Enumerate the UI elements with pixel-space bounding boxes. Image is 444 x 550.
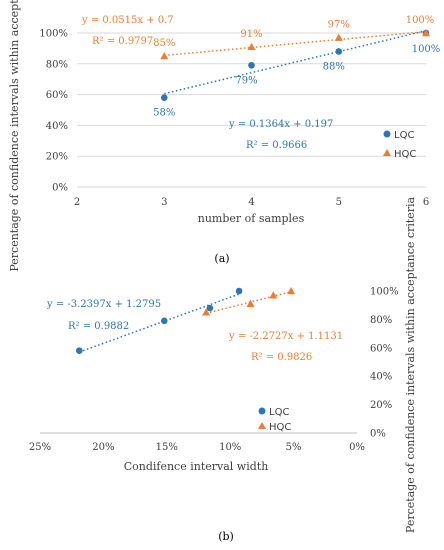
chart-b-hqc-equation: y = -2.2727x + 1.1131 (228, 331, 343, 342)
chart-a-hqc-data-label: 91% (240, 29, 262, 40)
chart-b-legend-hqc-marker (258, 422, 266, 429)
chart-b-x-axis-label: Condifence interval width (124, 460, 269, 473)
chart-b-y-tick-label: 0% (370, 429, 386, 440)
chart-a-lqc-data-label: 88% (323, 61, 345, 72)
chart-a-data-labels: 58% 79% 88% 100% 85% 91% 97% 100% (153, 15, 440, 119)
chart-a-hqc-point (334, 33, 343, 41)
chart-b-hqc-trendline (205, 290, 292, 315)
chart-b-lqc-trendline (79, 293, 240, 353)
chart-a-legend-lqc-marker (383, 130, 391, 138)
chart-a-lqc-data-label: 79% (235, 75, 257, 86)
chart-b-lqc-point (206, 304, 214, 312)
chart-b-y-tick-label: 40% (370, 372, 392, 383)
chart-b-hqc-point (202, 308, 211, 316)
chart-a-trendlines (164, 29, 427, 95)
chart-a: 0% 20% 40% 60% 80% 100% 2 3 4 5 6 58% 79% 88% 100% 85… (8, 0, 440, 272)
chart-a-lqc-trendline (164, 29, 427, 95)
chart-b-x-tick-label: 15% (156, 442, 178, 453)
chart-a-hqc-trendline (164, 30, 427, 57)
chart-a-hqc-data-label: 97% (328, 20, 350, 31)
chart-a-y-tick-label: 100% (39, 29, 68, 40)
chart-a-legend-lqc-label: LQC (394, 130, 414, 141)
chart-b-x-tick-label: 0% (349, 442, 365, 453)
chart-b-x-tick-label: 25% (29, 442, 51, 453)
chart-a-y-tick-label: 20% (46, 152, 68, 163)
chart-b-legend-lqc-label: LQC (269, 407, 289, 418)
chart-a-hqc-data-label: 100% (406, 15, 435, 26)
chart-a-lqc-point (335, 48, 343, 55)
chart-a-y-tick-label: 80% (46, 59, 68, 70)
chart-a-x-ticks: 2 3 4 5 6 (74, 197, 429, 208)
chart-b-x-ticks: 25% 20% 15% 10% 5% 0% (29, 442, 365, 453)
chart-b-y-tick-label: 60% (370, 343, 392, 354)
chart-b-hqc-point (269, 291, 278, 299)
chart-a-y-ticks: 0% 20% 40% 60% 80% 100% (39, 29, 68, 194)
chart-a-x-tick-label: 2 (74, 197, 80, 208)
chart-b: 0% 20% 40% 60% 80% 100% 25% 20% 15% 10% 5% 0% Cond… (29, 196, 417, 543)
chart-a-lqc-point (248, 62, 255, 69)
chart-b-y-tick-label: 20% (370, 400, 392, 411)
chart-a-legend-hqc-marker (383, 149, 391, 156)
chart-a-lqc-data-label: 100% (412, 44, 441, 55)
chart-a-x-tick-label: 5 (336, 197, 342, 208)
chart-a-y-axis-label: Percentage of confidence intervals withi… (8, 0, 21, 272)
chart-a-gridlines (77, 32, 426, 188)
chart-b-y-tick-label: 100% (370, 287, 399, 298)
chart-b-x-tick-label: 10% (219, 442, 241, 453)
chart-b-lqc-r2: R² = 0.9882 (68, 321, 129, 332)
chart-b-x-tick-label: 5% (286, 442, 302, 453)
chart-a-points (160, 29, 430, 101)
chart-b-points (76, 287, 296, 354)
chart-a-hqc-point (422, 29, 430, 37)
chart-a-caption: (a) (214, 252, 229, 265)
chart-a-lqc-r2: R² = 0.9666 (246, 140, 307, 151)
chart-a-lqc-equation: y = 0.1364x + 0.197 (228, 119, 333, 130)
chart-b-x-tick-label: 20% (92, 442, 114, 453)
chart-b-hqc-point (246, 299, 255, 307)
chart-a-y-tick-label: 40% (46, 121, 68, 132)
chart-a-y-tick-label: 0% (52, 183, 68, 194)
chart-b-lqc-point (160, 317, 168, 325)
chart-a-hqc-point (160, 52, 169, 60)
chart-a-hqc-data-label: 85% (153, 38, 175, 49)
chart-a-x-axis-label: number of samples (198, 212, 305, 225)
chart-b-hqc-r2: R² = 0.9826 (251, 352, 312, 363)
chart-a-hqc-point (247, 42, 256, 51)
chart-b-lqc-equation: y = -3.2397x + 1.2795 (46, 299, 161, 310)
chart-b-y-ticks: 0% 20% 40% 60% 80% 100% (370, 287, 399, 440)
chart-a-hqc-r2: R² = 0.9797 (92, 36, 153, 47)
chart-a-x-tick-label: 6 (423, 197, 429, 208)
chart-b-hqc-point (287, 287, 296, 295)
chart-a-lqc-data-label: 58% (153, 108, 175, 119)
chart-a-y-tick-label: 60% (46, 90, 68, 101)
chart-b-y-axis-label: Percetage of confidence intervals within… (404, 196, 417, 533)
chart-a-lqc-point (160, 94, 168, 101)
chart-b-lqc-point (76, 347, 83, 354)
chart-a-hqc-equation: y = 0.0515x + 0.7 (81, 15, 174, 26)
chart-b-legend-hqc-label: HQC (269, 422, 291, 433)
chart-a-x-tick-label: 4 (248, 197, 254, 208)
chart-b-legend-lqc-marker (258, 407, 266, 415)
chart-b-y-tick-label: 80% (370, 315, 392, 326)
chart-b-trendlines (79, 290, 292, 353)
chart-b-caption: (b) (218, 530, 234, 543)
chart-b-lqc-point (235, 287, 243, 295)
chart-a-x-tick-label: 3 (161, 197, 167, 208)
chart-a-legend-hqc-label: HQC (394, 149, 416, 160)
